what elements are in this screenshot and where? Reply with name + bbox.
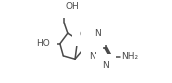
Text: N: N xyxy=(89,35,95,44)
Text: N: N xyxy=(89,52,95,61)
Text: OH: OH xyxy=(66,2,80,11)
Text: N: N xyxy=(102,61,109,70)
Text: N: N xyxy=(94,29,101,38)
Text: HO: HO xyxy=(36,39,50,48)
Text: O: O xyxy=(79,30,86,39)
Text: NH₂: NH₂ xyxy=(122,52,139,61)
